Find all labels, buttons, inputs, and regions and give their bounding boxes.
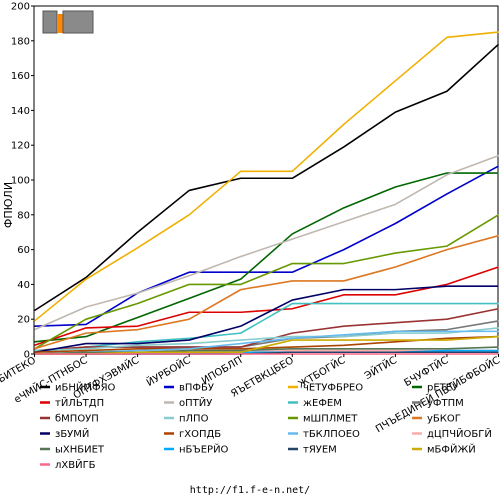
legend-item: тЙЛЬТДП [40,396,104,409]
legend-item: чЕТУФБРЕО [288,383,363,394]
legend: иБНЙМФЯО вПФБУ чЕТУФБРЕО рЕТЕУ тЙЛЬТДП оПТЙУ ж… [40,381,492,471]
legend-item: зБУМЙ [40,427,89,440]
y-axis-label: ФПЮЛИ [2,182,15,228]
y-tick-label: 40 [17,280,30,291]
legend-item: жЕФЕМ [288,398,342,409]
series-line [33,31,499,322]
legend-item: тБКЛПОЕО [288,429,360,440]
series-line [34,327,499,352]
legend-label: мБФЙЖЙ [427,443,476,456]
legend-label: вПФБУ [179,383,214,394]
y-tick-label: 20 [17,315,30,326]
y-tick-label: 100 [11,176,30,187]
y-tick-label: 200 [11,2,30,13]
legend-item: уБКОГ [412,414,461,425]
legend-item: дЦПЧЙОБГЙ [412,427,492,440]
y-tick-label: 120 [11,141,30,152]
legend-item: мШПЛМЕТ [288,414,358,425]
legend-item: рЕТЕУ [412,383,458,394]
legend-label: тБКЛПОЕО [303,429,360,440]
series-line [34,214,499,350]
legend-item: тЯУЕМ [288,445,337,456]
legend-label: нБЪЕРЙО [179,443,229,456]
legend-label: зБУМЙ [55,427,89,440]
legend-label: оПТЙУ [179,396,212,409]
legend-label: пЛПО [179,414,209,425]
y-tick-label: 140 [11,106,30,117]
x-tick-label: ЭЙТЙС [362,353,399,382]
legend-item: гХОПДБ [164,429,221,440]
legend-label: уФТПМ [427,398,464,409]
legend-item: иБНЙМФЯО [40,381,116,394]
f1fen-logo [40,8,96,36]
y-tick-label: 60 [17,245,30,256]
legend-label: ыХНБИЕТ [55,445,105,456]
legend-label: лХВЙГБ [55,458,96,471]
series-line [34,302,499,354]
legend-item: лХВЙГБ [40,458,96,471]
series-line [34,154,499,331]
legend-item: бМПОУП [40,414,99,425]
y-tick-label: 180 [11,36,30,47]
y-axis-ticks: 0 20 40 60 80 100 120 140 160 180 200 [11,2,34,361]
y-tick-label: 160 [11,71,30,82]
legend-label: тЯУЕМ [303,445,337,456]
legend-item: вПФБУ [164,383,214,394]
series-line [34,43,500,312]
legend-label: бМПОУП [55,414,99,425]
legend-item: оПТЙУ [164,396,212,409]
footer-url: http://f1.f-e-n.net/ [189,485,311,496]
legend-item: ыХНБИЕТ [40,445,105,456]
series-line [34,330,499,355]
series-line [34,285,499,354]
legend-item: пЛПО [164,414,209,425]
legend-label: жЕФЕМ [303,398,342,409]
legend-item: нБЪЕРЙО [164,443,229,456]
series-line [34,266,499,347]
legend-item: уФТПМ [412,398,464,409]
y-tick-label: 80 [17,210,30,221]
legend-item: мБФЙЖЙ [412,443,476,456]
series-line [34,335,499,355]
series-line [34,165,499,327]
y-tick-label: 0 [24,350,30,361]
series-layer [33,31,500,355]
legend-label: уБКОГ [427,414,461,425]
legend-label: дЦПЧЙОБГЙ [427,427,492,440]
legend-label: иБНЙМФЯО [55,381,116,394]
series-line [34,346,499,355]
legend-label: гХОПДБ [179,429,221,440]
legend-label: чЕТУФБРЕО [303,383,363,394]
legend-label: тЙЛЬТДП [55,396,104,409]
legend-label: рЕТЕУ [427,383,458,394]
legend-label: мШПЛМЕТ [303,414,358,425]
series-line [34,234,499,350]
